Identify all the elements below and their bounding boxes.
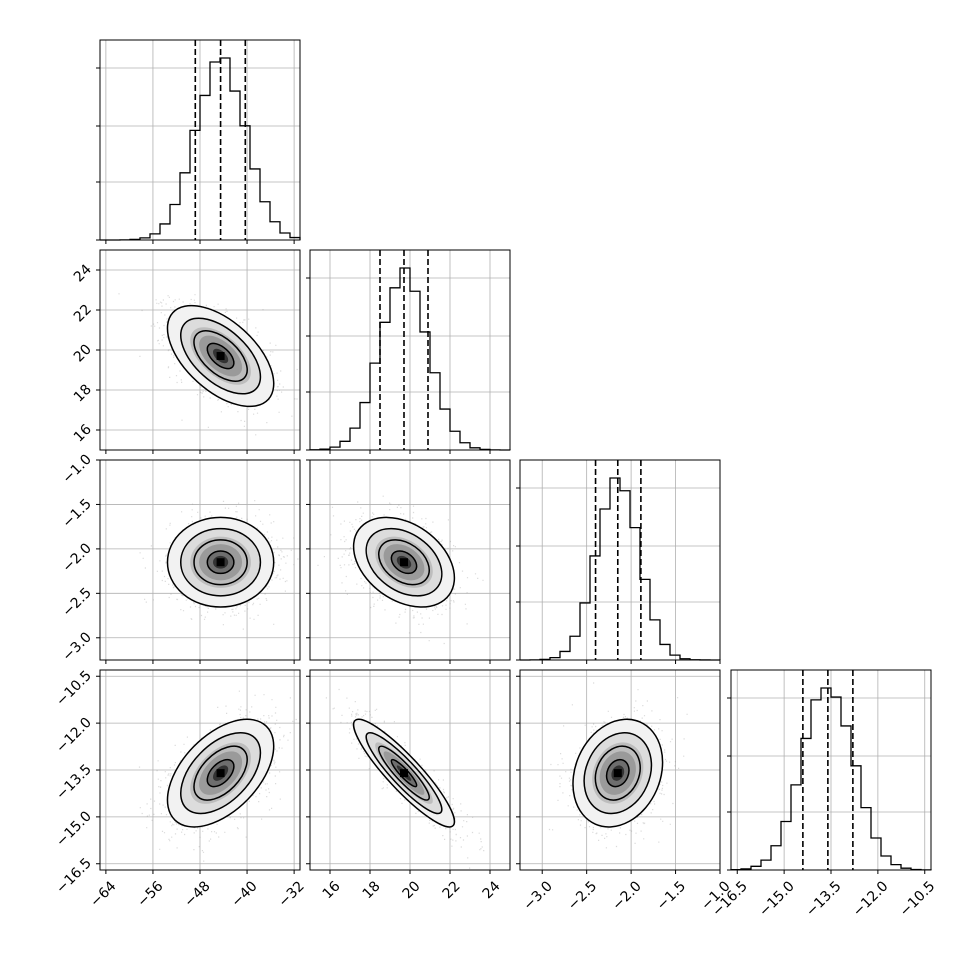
y-tick-label: −10.5 [53, 668, 95, 710]
histogram-step [99, 57, 301, 241]
histogram-step [309, 267, 511, 451]
contour-line [193, 539, 248, 586]
y-tick-label: −13.5 [53, 762, 95, 804]
x-tick-label: −1.5 [654, 878, 689, 913]
scatter-panel-4-3: −3.0 −2.5 −2.0 −1.5 −1.0 [516, 669, 734, 914]
panel-frame [519, 459, 721, 661]
peak-marker [216, 769, 225, 778]
peak-marker [613, 769, 622, 778]
contour-line [206, 758, 235, 788]
contour-line [166, 516, 275, 608]
histogram-step [730, 687, 932, 871]
contour-line [365, 527, 443, 597]
contour-line [206, 550, 235, 575]
contour-line [365, 732, 443, 815]
x-tick-label: −12.0 [850, 878, 892, 920]
contour-line [594, 745, 641, 801]
y-tick-label: −2.0 [59, 540, 94, 575]
x-tick-label: −15.0 [756, 878, 798, 920]
contour-line [180, 317, 262, 395]
y-tick-label: −12.0 [53, 715, 95, 757]
contour-line [378, 745, 430, 801]
contour-line [193, 330, 248, 382]
x-tick-label: −48 [181, 878, 213, 910]
x-tick-label: −2.5 [565, 878, 600, 913]
contour-line [572, 718, 664, 828]
x-tick-label: 20 [400, 878, 424, 902]
contour-line [206, 342, 235, 370]
x-tick-label: −10.5 [897, 878, 939, 920]
panel-content [310, 460, 510, 660]
y-tick-label: 16 [71, 421, 95, 445]
scatter-panel-3-2 [306, 459, 511, 664]
panel-content [520, 670, 720, 870]
contour-line [180, 527, 262, 597]
y-tick-label: −3.0 [59, 629, 94, 664]
panel-content [310, 670, 510, 870]
contour-line [179, 732, 262, 815]
contour-line [193, 745, 248, 801]
panels-layer: −16.5 −15.0 −13.5 −12.0 −10.51618202224−3.0−… [53, 39, 939, 920]
y-tick-label: −2.5 [59, 585, 94, 620]
histogram-panel-1 [96, 39, 301, 244]
histogram-step [519, 477, 721, 661]
histogram-panel-3 [516, 459, 721, 664]
peak-marker [400, 769, 408, 778]
y-tick-label: −15.0 [53, 808, 95, 850]
y-tick-label: 18 [71, 382, 95, 406]
histogram-panel-4: −16.5 −15.0 −13.5 −12.0 −10.5 [709, 669, 939, 920]
x-tick-label: 16 [320, 878, 344, 902]
contour-line [166, 304, 275, 408]
scatter-panel-4-2: 16 18 20 22 24 [306, 669, 511, 902]
scatter-panel-4-1: −64 −56 −48 −40 −32 −16.5 −15.0−13.5 −12.0 −10.5 [53, 668, 308, 911]
peak-marker [400, 558, 408, 567]
peak-marker [216, 352, 225, 360]
panel-content [100, 670, 300, 870]
contour-line [166, 718, 275, 828]
y-tick-label: 22 [71, 302, 95, 326]
x-tick-label: −2.0 [609, 878, 644, 913]
x-tick-label: −13.5 [803, 878, 845, 920]
y-tick-label: −1.5 [59, 496, 94, 531]
histogram-panel-2 [306, 249, 511, 454]
peak-marker [216, 558, 225, 567]
x-tick-label: −40 [228, 878, 260, 910]
contour-line [605, 758, 630, 788]
contour-line [352, 718, 456, 828]
x-tick-label: 22 [440, 878, 464, 902]
scatter-panel-2-1: 16 18 20 22 24 [71, 249, 301, 454]
y-tick-label: −1.0 [59, 452, 94, 487]
x-tick-label: −32 [276, 878, 308, 910]
contour-line [378, 539, 430, 586]
scatter-panel-3-1: −3.0 −2.5 −2.0 −1.5 −1.0 [59, 452, 301, 665]
contour-line [352, 516, 456, 608]
contour-line [583, 732, 653, 815]
contour-line [390, 550, 418, 575]
x-tick-label: 24 [480, 878, 504, 902]
panel-content [100, 250, 300, 450]
x-tick-label: −64 [87, 878, 119, 910]
panel-content [100, 460, 300, 660]
y-tick-label: 24 [71, 261, 95, 285]
y-tick-label: −16.5 [53, 855, 95, 897]
x-tick-label: 18 [360, 878, 384, 902]
x-tick-label: −56 [134, 878, 166, 910]
y-tick-label: 20 [71, 342, 95, 366]
scatter-points [138, 690, 297, 862]
x-tick-label: −3.0 [520, 878, 555, 913]
